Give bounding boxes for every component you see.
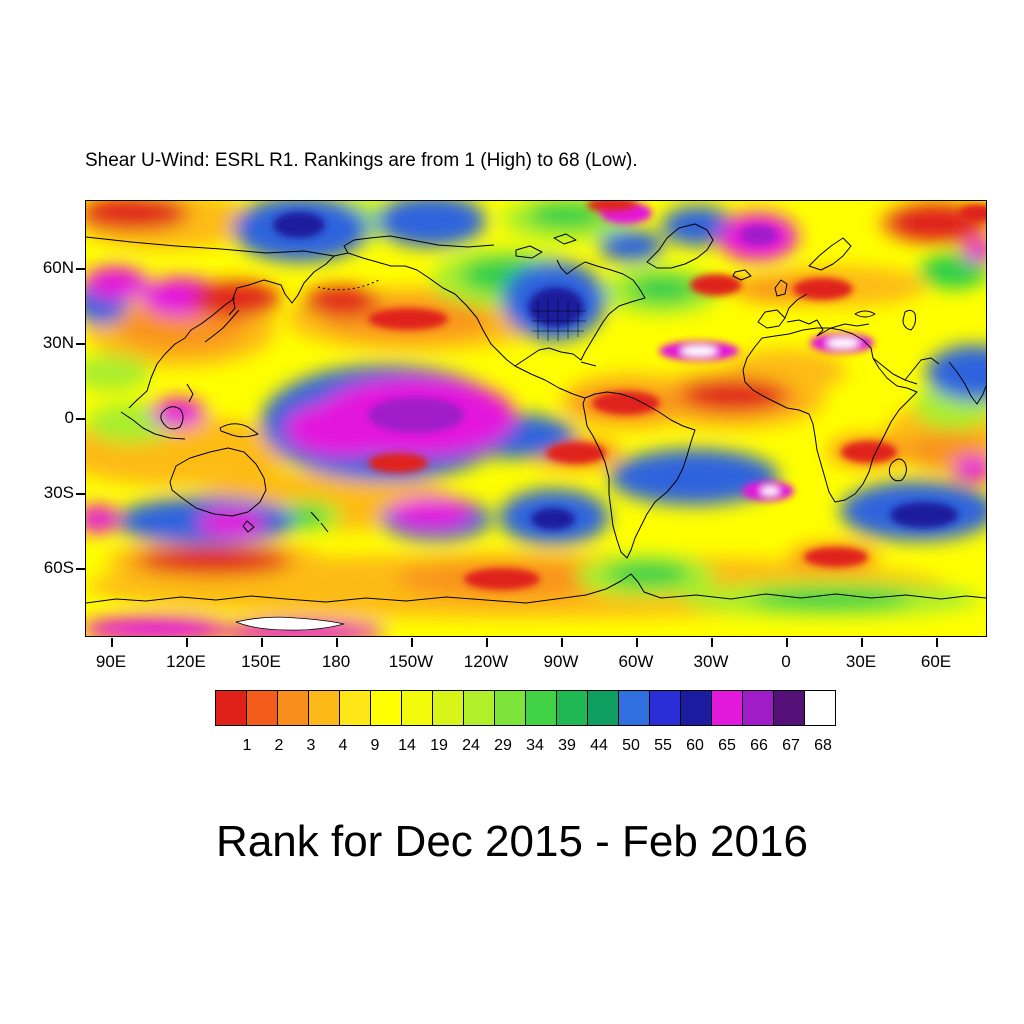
colorbar-label: 68 — [814, 737, 832, 754]
colorbar-cell — [432, 690, 464, 726]
x-axis-label: 150E — [241, 652, 281, 671]
coastlines — [86, 223, 986, 631]
x-tick — [111, 638, 113, 647]
x-axis-label: 0 — [781, 652, 791, 671]
x-tick — [861, 638, 863, 647]
colorbar-cell — [742, 690, 774, 726]
y-axis-label: 0 — [64, 408, 74, 427]
colorbar-cell — [401, 690, 433, 726]
x-tick — [336, 638, 338, 647]
colorbar — [215, 690, 836, 726]
y-tick — [76, 268, 85, 270]
x-axis-label: 30W — [693, 652, 729, 671]
x-axis-label: 120W — [463, 652, 509, 671]
colorbar-label: 39 — [558, 737, 576, 754]
x-axis-label: 90W — [543, 652, 579, 671]
x-axis-label: 120E — [166, 652, 206, 671]
colorbar-label: 55 — [654, 737, 672, 754]
us-state-grid — [532, 299, 586, 341]
colorbar-cell — [339, 690, 371, 726]
colorbar-cell — [525, 690, 557, 726]
y-axis-label: 30S — [43, 483, 74, 502]
colorbar-cell — [215, 690, 247, 726]
colorbar-cell — [618, 690, 650, 726]
x-axis-label: 90E — [95, 652, 127, 671]
y-tick — [76, 418, 85, 420]
y-tick — [76, 493, 85, 495]
colorbar-label: 50 — [622, 737, 640, 754]
colorbar-label: 65 — [718, 737, 736, 754]
colorbar-cell — [308, 690, 340, 726]
x-axis-label: 180 — [321, 652, 351, 671]
x-axis-label: 150W — [388, 652, 434, 671]
colorbar-cell — [587, 690, 619, 726]
colorbar-label: 60 — [686, 737, 704, 754]
colorbar-cell — [277, 690, 309, 726]
colorbar-cell — [804, 690, 836, 726]
colorbar-cell — [463, 690, 495, 726]
colorbar-cell — [711, 690, 743, 726]
x-tick — [411, 638, 413, 647]
rank-map — [86, 201, 986, 636]
x-tick — [186, 638, 188, 647]
x-tick — [636, 638, 638, 647]
colorbar-label: 34 — [526, 737, 544, 754]
colorbar-cell — [494, 690, 526, 726]
colorbar-label: 19 — [430, 737, 448, 754]
colorbar-cell — [773, 690, 805, 726]
main-title: Rank for Dec 2015 - Feb 2016 — [216, 817, 808, 866]
plot-title: Shear U-Wind: ESRL R1. Rankings are from… — [85, 150, 638, 171]
x-tick — [786, 638, 788, 647]
x-tick — [936, 638, 938, 647]
x-tick — [486, 638, 488, 647]
y-axis-label: 60S — [43, 558, 74, 577]
x-tick — [561, 638, 563, 647]
y-tick — [76, 568, 85, 570]
colorbar-label: 66 — [750, 737, 768, 754]
x-axis-label: 30E — [845, 652, 877, 671]
colorbar-cell — [649, 690, 681, 726]
colorbar-label: 1 — [242, 737, 252, 754]
colorbar-label: 3 — [306, 737, 316, 754]
antarctic-white-blob — [235, 616, 345, 631]
colorbar-cell — [556, 690, 588, 726]
x-tick — [261, 638, 263, 647]
contour-field — [86, 201, 986, 636]
x-axis-label: 60E — [920, 652, 952, 671]
colorbar-label: 14 — [398, 737, 416, 754]
x-axis-label: 60W — [618, 652, 654, 671]
y-axis-label: 60N — [42, 258, 74, 277]
colorbar-label: 44 — [590, 737, 608, 754]
y-axis-label: 30N — [42, 333, 74, 352]
colorbar-label: 67 — [782, 737, 800, 754]
colorbar-cell — [246, 690, 278, 726]
colorbar-label: 24 — [462, 737, 480, 754]
colorbar-label: 29 — [494, 737, 512, 754]
map-frame — [85, 200, 987, 637]
colorbar-label: 9 — [370, 737, 380, 754]
colorbar-cell — [680, 690, 712, 726]
colorbar-label: 2 — [274, 737, 284, 754]
colorbar-cell — [370, 690, 402, 726]
y-tick — [76, 343, 85, 345]
x-tick — [711, 638, 713, 647]
colorbar-label: 4 — [338, 737, 348, 754]
